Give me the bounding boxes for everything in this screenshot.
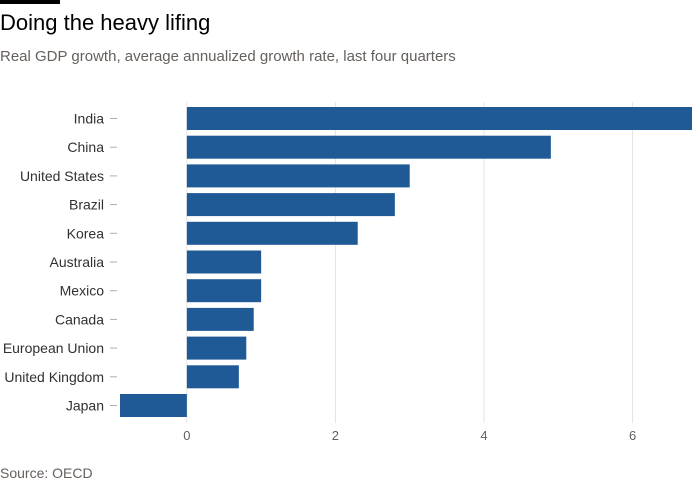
bar-mexico — [186, 279, 262, 303]
category-label: United Kingdom — [4, 369, 104, 385]
x-tick-label: 2 — [332, 428, 339, 443]
category-label: Mexico — [60, 283, 105, 299]
category-label: India — [74, 111, 105, 127]
bar-european-union — [186, 336, 247, 360]
category-label-layer: India China United States Brazil Korea Austra… — [3, 111, 117, 414]
bar-india — [186, 107, 692, 130]
bar-china — [186, 135, 551, 159]
bar-brazil — [186, 193, 395, 217]
bar-layer — [120, 107, 692, 417]
x-tick-layer: 0 2 4 6 — [183, 428, 636, 443]
source-note: Source: OECD — [0, 465, 93, 481]
category-label: Korea — [67, 225, 105, 241]
bar-chart: India China United States Brazil Korea Austra… — [3, 102, 692, 443]
bar-korea — [186, 221, 358, 245]
bar-united-kingdom — [186, 365, 239, 389]
category-label: China — [67, 139, 104, 155]
x-tick-label: 6 — [629, 428, 636, 443]
bar-australia — [186, 250, 262, 274]
category-label: United States — [20, 168, 104, 184]
chart-title: Doing the heavy lifing — [0, 10, 211, 35]
chart-subtitle: Real GDP growth, average annualized grow… — [0, 48, 456, 65]
category-label: Brazil — [69, 197, 104, 213]
category-label: Australia — [50, 254, 105, 270]
category-label: Japan — [66, 398, 104, 414]
category-label: Canada — [55, 311, 104, 327]
bar-japan — [120, 394, 187, 417]
bar-canada — [186, 307, 254, 331]
bar-united-states — [186, 164, 410, 188]
x-tick-label: 0 — [183, 428, 190, 443]
category-label: European Union — [3, 340, 104, 356]
brand-rule — [0, 0, 60, 4]
x-tick-label: 4 — [480, 428, 487, 443]
